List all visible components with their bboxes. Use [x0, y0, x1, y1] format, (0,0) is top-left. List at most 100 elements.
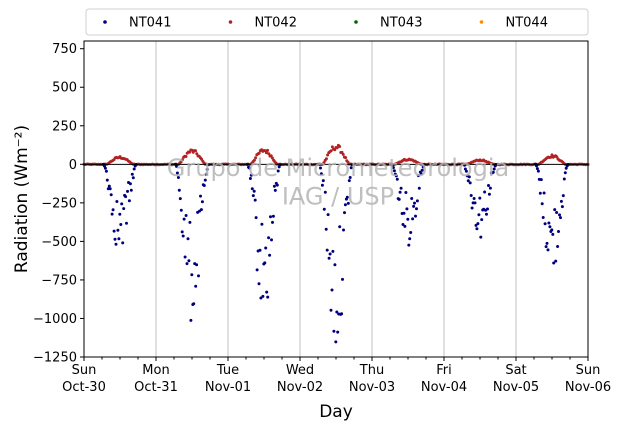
nt041-point — [488, 186, 492, 190]
nt041-point — [486, 207, 489, 211]
nt041-point — [336, 330, 340, 334]
nt041-point — [178, 197, 182, 201]
nt041-point — [564, 166, 568, 170]
nt041-point — [557, 230, 560, 233]
nt041-point — [464, 169, 468, 173]
nt041-point — [555, 211, 559, 214]
nt041-point — [110, 212, 114, 216]
nt041-point — [411, 217, 415, 221]
nt041-point — [479, 235, 483, 239]
nt041-point — [467, 175, 471, 179]
nt041-point — [476, 222, 480, 226]
nt041-point — [546, 248, 550, 252]
nt041-point — [392, 169, 396, 173]
legend-item-nt042[interactable]: NT042 — [228, 16, 297, 31]
nt041-point — [202, 184, 206, 187]
nt041-point — [327, 256, 331, 260]
nt041-point — [483, 190, 487, 194]
nt041-point — [176, 176, 180, 179]
nt041-point — [175, 171, 179, 175]
nt041-point — [468, 181, 472, 185]
nt041-point — [247, 166, 251, 170]
watermark-line-2: IAG / USP — [282, 182, 394, 210]
nt041-point — [342, 228, 345, 232]
legend-marker — [479, 20, 484, 24]
nt041-point — [542, 191, 546, 195]
nt041-point — [265, 290, 269, 294]
legend-item-nt044[interactable]: NT044 — [479, 16, 548, 31]
nt041-point — [182, 217, 186, 221]
nt041-point — [108, 187, 112, 191]
x-axis-title: Day — [319, 402, 353, 422]
nt042-point — [188, 150, 192, 154]
x-tick-label-weekday: Sat — [505, 363, 526, 378]
nt041-point — [188, 220, 192, 224]
nt041-point — [199, 208, 203, 212]
y-axis: −1250 −1000 −750 −500 −250 0 250 500 750 — [33, 42, 84, 366]
nt041-point — [330, 288, 334, 292]
y-tick-label: −500 — [41, 235, 77, 250]
nt042-point — [252, 158, 256, 162]
legend-item-nt041[interactable]: NT041 — [103, 16, 171, 31]
nt042-point — [254, 156, 258, 160]
nt041-point — [548, 225, 552, 229]
nt041-point — [267, 236, 271, 240]
nt041-point — [126, 189, 129, 193]
x-tick-label-weekday: Thu — [359, 363, 384, 378]
grid-lines — [155, 41, 517, 357]
nt041-point — [332, 329, 336, 333]
nt041-point — [535, 167, 539, 171]
y-tick-label: 500 — [52, 81, 77, 96]
x-tick-label-date: Nov-06 — [565, 380, 611, 395]
nt041-point — [547, 221, 551, 225]
nt041-point — [401, 223, 405, 226]
nt041-point — [539, 178, 543, 182]
nt041-point — [197, 274, 200, 278]
y-tick-label: 250 — [52, 119, 77, 134]
nt042-point — [180, 158, 184, 162]
nt041-point — [416, 174, 420, 178]
nt041-point — [323, 190, 327, 194]
nt041-point — [334, 340, 338, 344]
nt042-point — [329, 149, 333, 153]
nt041-point — [414, 214, 417, 218]
nt041-point — [180, 230, 184, 234]
nt041-point — [263, 261, 267, 265]
nt041-point — [329, 308, 333, 312]
nt041-point — [272, 184, 276, 188]
nt041-point — [331, 249, 335, 253]
nt041-point — [129, 188, 133, 192]
nt041-point — [125, 221, 128, 225]
nt041-point — [190, 273, 194, 277]
nt041-point — [127, 199, 131, 203]
nt041-point — [326, 213, 330, 217]
x-tick-label-date: Oct-31 — [134, 380, 178, 395]
legend-marker — [103, 20, 107, 24]
x-tick-label-weekday: Sun — [576, 363, 601, 378]
nt042-point — [184, 155, 188, 158]
nt041-point — [409, 231, 413, 234]
nt041-point — [559, 216, 562, 220]
nt041-point — [541, 216, 545, 219]
nt041-point — [406, 217, 410, 221]
nt041-point — [107, 184, 111, 188]
legend-label: NT043 — [380, 16, 422, 31]
nt041-point — [466, 179, 470, 183]
legend-item-nt043[interactable]: NT043 — [354, 16, 422, 31]
nt041-point — [128, 182, 132, 186]
nt041-point — [195, 263, 199, 267]
nt042-point — [194, 149, 198, 153]
nt041-point — [562, 177, 566, 181]
nt041-point — [266, 295, 270, 299]
nt041-point — [399, 186, 403, 190]
nt041-point — [112, 229, 116, 233]
nt041-point — [270, 238, 273, 242]
nt041-point — [404, 191, 408, 194]
nt041-point — [491, 170, 495, 174]
nt041-point — [119, 223, 123, 226]
nt041-point — [199, 194, 202, 198]
legend-box — [85, 8, 589, 36]
legend[interactable]: NT041 NT042 NT043 NT044 — [85, 8, 589, 36]
nt041-point — [394, 174, 398, 178]
